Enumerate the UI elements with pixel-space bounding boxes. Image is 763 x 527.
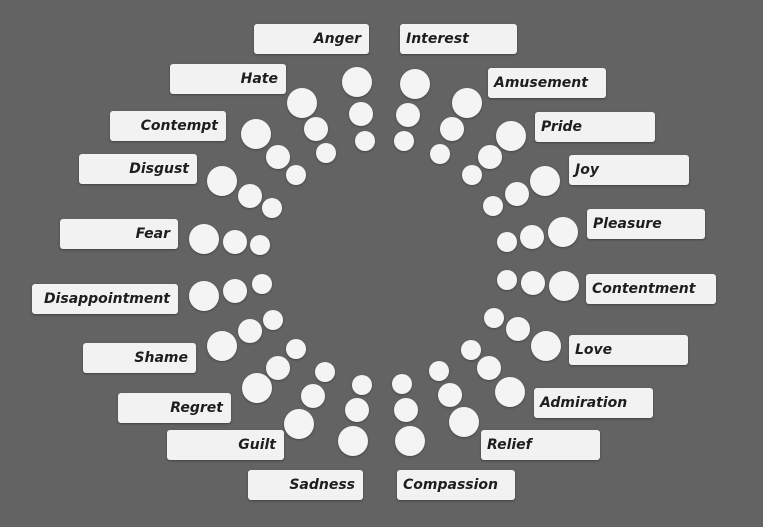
intensity-dot-shame-small[interactable] xyxy=(263,310,283,330)
intensity-dot-guilt-medium[interactable] xyxy=(301,384,325,408)
intensity-dot-anger-small[interactable] xyxy=(355,131,375,151)
intensity-dot-shame-medium[interactable] xyxy=(238,319,262,343)
intensity-dot-love-large[interactable] xyxy=(531,331,561,361)
intensity-dot-admiration-small[interactable] xyxy=(461,340,481,360)
intensity-dot-contentment-large[interactable] xyxy=(549,271,579,301)
intensity-dot-interest-large[interactable] xyxy=(400,69,430,99)
intensity-dot-hate-medium[interactable] xyxy=(304,117,328,141)
intensity-dot-relief-large[interactable] xyxy=(449,407,479,437)
emotion-label-pleasure[interactable]: Pleasure xyxy=(587,209,705,239)
intensity-dot-contentment-medium[interactable] xyxy=(521,271,545,295)
intensity-dot-disappointment-medium[interactable] xyxy=(223,279,247,303)
intensity-dot-compassion-small[interactable] xyxy=(392,374,412,394)
intensity-dot-pride-medium[interactable] xyxy=(478,145,502,169)
intensity-dot-amusement-medium[interactable] xyxy=(440,117,464,141)
intensity-dot-pride-large[interactable] xyxy=(496,121,526,151)
intensity-dot-regret-large[interactable] xyxy=(242,373,272,403)
intensity-dot-sadness-small[interactable] xyxy=(352,375,372,395)
intensity-dot-shame-large[interactable] xyxy=(207,331,237,361)
intensity-dot-pride-small[interactable] xyxy=(462,165,482,185)
intensity-dot-joy-large[interactable] xyxy=(530,166,560,196)
intensity-dot-joy-medium[interactable] xyxy=(505,182,529,206)
emotion-label-relief[interactable]: Relief xyxy=(481,430,600,460)
emotion-label-fear[interactable]: Fear xyxy=(60,219,178,249)
intensity-dot-fear-small[interactable] xyxy=(250,235,270,255)
intensity-dot-amusement-large[interactable] xyxy=(452,88,482,118)
intensity-dot-pleasure-large[interactable] xyxy=(548,217,578,247)
intensity-dot-disgust-large[interactable] xyxy=(207,166,237,196)
intensity-dot-pleasure-small[interactable] xyxy=(497,232,517,252)
emotion-label-guilt[interactable]: Guilt xyxy=(167,430,284,460)
intensity-dot-admiration-medium[interactable] xyxy=(477,356,501,380)
emotion-label-contempt[interactable]: Contempt xyxy=(110,111,226,141)
intensity-dot-disgust-medium[interactable] xyxy=(238,184,262,208)
emotion-label-contentment[interactable]: Contentment xyxy=(586,274,716,304)
emotion-label-anger[interactable]: Anger xyxy=(254,24,369,54)
emotion-label-shame[interactable]: Shame xyxy=(83,343,196,373)
intensity-dot-pleasure-medium[interactable] xyxy=(520,225,544,249)
intensity-dot-relief-medium[interactable] xyxy=(438,383,462,407)
intensity-dot-compassion-medium[interactable] xyxy=(394,398,418,422)
emotion-label-regret[interactable]: Regret xyxy=(118,393,231,423)
intensity-dot-contempt-medium[interactable] xyxy=(266,145,290,169)
intensity-dot-hate-small[interactable] xyxy=(316,143,336,163)
intensity-dot-sadness-medium[interactable] xyxy=(345,398,369,422)
emotion-label-disappointment[interactable]: Disappointment xyxy=(32,284,178,314)
intensity-dot-love-small[interactable] xyxy=(484,308,504,328)
emotion-label-joy[interactable]: Joy xyxy=(569,155,689,185)
intensity-dot-sadness-large[interactable] xyxy=(338,426,368,456)
intensity-dot-anger-large[interactable] xyxy=(342,67,372,97)
intensity-dot-disgust-small[interactable] xyxy=(262,198,282,218)
intensity-dot-hate-large[interactable] xyxy=(287,88,317,118)
intensity-dot-love-medium[interactable] xyxy=(506,317,530,341)
intensity-dot-regret-small[interactable] xyxy=(286,339,306,359)
emotion-label-sadness[interactable]: Sadness xyxy=(248,470,363,500)
intensity-dot-relief-small[interactable] xyxy=(429,361,449,381)
emotion-label-interest[interactable]: Interest xyxy=(400,24,517,54)
intensity-dot-admiration-large[interactable] xyxy=(495,377,525,407)
intensity-dot-amusement-small[interactable] xyxy=(430,144,450,164)
intensity-dot-contempt-small[interactable] xyxy=(286,165,306,185)
intensity-dot-fear-large[interactable] xyxy=(189,224,219,254)
emotion-label-amusement[interactable]: Amusement xyxy=(488,68,606,98)
emotion-label-disgust[interactable]: Disgust xyxy=(79,154,197,184)
intensity-dot-fear-medium[interactable] xyxy=(223,230,247,254)
emotion-label-hate[interactable]: Hate xyxy=(170,64,286,94)
intensity-dot-anger-medium[interactable] xyxy=(349,102,373,126)
intensity-dot-interest-medium[interactable] xyxy=(396,103,420,127)
intensity-dot-joy-small[interactable] xyxy=(483,196,503,216)
emotion-label-compassion[interactable]: Compassion xyxy=(397,470,515,500)
intensity-dot-contentment-small[interactable] xyxy=(497,270,517,290)
emotion-label-admiration[interactable]: Admiration xyxy=(534,388,653,418)
intensity-dot-compassion-large[interactable] xyxy=(395,426,425,456)
intensity-dot-guilt-small[interactable] xyxy=(315,362,335,382)
intensity-dot-interest-small[interactable] xyxy=(394,131,414,151)
intensity-dot-guilt-large[interactable] xyxy=(284,409,314,439)
intensity-dot-disappointment-small[interactable] xyxy=(252,274,272,294)
intensity-dot-disappointment-large[interactable] xyxy=(189,281,219,311)
emotion-label-love[interactable]: Love xyxy=(569,335,688,365)
intensity-dot-contempt-large[interactable] xyxy=(241,119,271,149)
intensity-dot-regret-medium[interactable] xyxy=(266,356,290,380)
emotion-label-pride[interactable]: Pride xyxy=(535,112,655,142)
